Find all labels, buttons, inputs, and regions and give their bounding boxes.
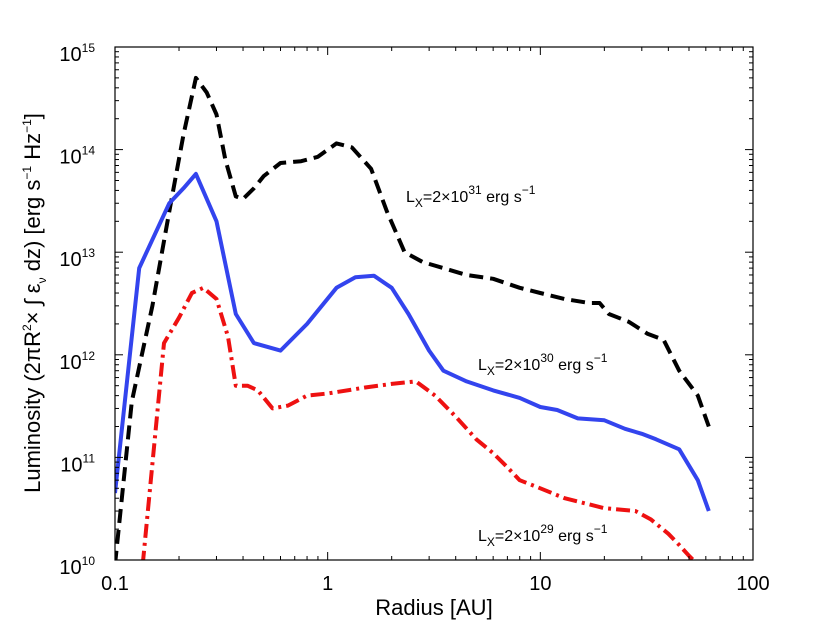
x-axis-title: Radius [AU] bbox=[375, 595, 492, 620]
y-axis-title: Luminosity (2πR2× ∫ εν dz) [erg s−1 Hz−1… bbox=[20, 113, 49, 493]
y-tick-label: 1015 bbox=[59, 41, 95, 66]
y-tick-label: 1014 bbox=[59, 144, 95, 169]
x-tick-label: 10 bbox=[529, 573, 551, 595]
series-line-1 bbox=[115, 75, 711, 560]
x-tick-label: 0.1 bbox=[101, 573, 129, 595]
y-tick-label: 1011 bbox=[60, 451, 95, 476]
y-tick-label: 1010 bbox=[59, 554, 95, 579]
annotation-lx-2e31: LX=2×1031 erg s−1 bbox=[406, 183, 536, 210]
plot-frame bbox=[114, 46, 754, 561]
y-tick-label: 1013 bbox=[59, 246, 95, 271]
y-tick-label: 1012 bbox=[59, 349, 95, 374]
ticks-layer bbox=[114, 46, 754, 561]
annotation-lx-2e30: LX=2×1030 erg s−1 bbox=[478, 351, 608, 378]
x-tick-labels: 0.1 1 10 100 bbox=[101, 573, 770, 595]
series-layer bbox=[115, 75, 711, 560]
y-tick-labels: 1010 1011 1012 1013 1014 1015 bbox=[59, 41, 95, 579]
x-tick-label: 100 bbox=[736, 573, 769, 595]
annotation-lx-2e29: LX=2×1029 erg s−1 bbox=[478, 522, 608, 549]
x-tick-label: 1 bbox=[322, 573, 333, 595]
series-line-2 bbox=[115, 171, 711, 512]
series-line-3 bbox=[141, 285, 696, 560]
